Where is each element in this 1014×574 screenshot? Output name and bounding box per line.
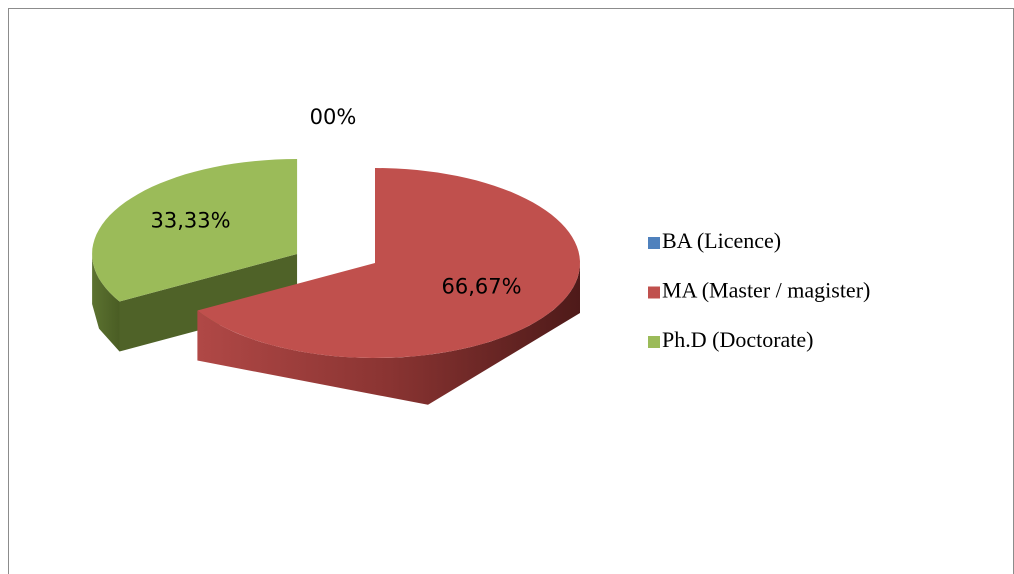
legend-swatch xyxy=(648,237,660,249)
slice-side xyxy=(197,263,580,405)
slice-side xyxy=(92,254,120,352)
legend-swatch xyxy=(648,286,660,299)
data-label: 66,67% xyxy=(441,275,521,299)
legend-label: MA (Master / magister) xyxy=(662,278,870,303)
pie: 00% 66,67% 33,33% xyxy=(92,105,580,405)
data-label: 00% xyxy=(310,105,357,129)
legend-label: Ph.D (Doctorate) xyxy=(662,327,814,352)
data-label: 33,33% xyxy=(151,208,231,232)
slice xyxy=(92,159,298,302)
slice xyxy=(197,168,580,358)
slice-face xyxy=(119,253,298,352)
legend-label: BA (Licence) xyxy=(662,228,781,253)
legend: BA (Licence) MA (Master / magister) Ph.D (… xyxy=(648,228,870,352)
legend-swatch xyxy=(648,336,660,348)
